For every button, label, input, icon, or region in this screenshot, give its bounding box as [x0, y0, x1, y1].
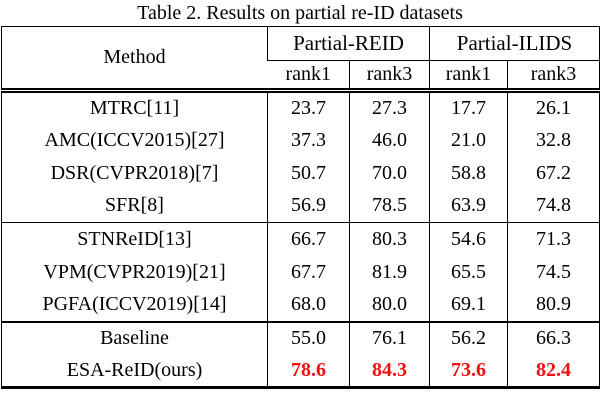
- value-cell: 17.7: [429, 90, 508, 124]
- value-cell: 80.0: [349, 288, 430, 323]
- table-row: STNReID[13] 66.7 80.3 54.6 71.3: [2, 222, 600, 256]
- value-cell: 74.8: [506, 189, 600, 223]
- method-cell: STNReID[13]: [77, 227, 192, 250]
- method-cell: MTRC[11]: [89, 96, 180, 119]
- method-column-header: Method: [1, 26, 268, 93]
- value-cell: 68.0: [267, 288, 350, 323]
- value-cell: 66.7: [267, 222, 350, 256]
- value-cell: 76.1: [349, 321, 430, 355]
- table-row-ours-highlighted: ESA-ReID(ours) 78.6 84.3 73.6 82.4: [2, 354, 600, 388]
- value-cell: 58.8: [429, 156, 508, 190]
- value-cell: 32.8: [506, 123, 600, 157]
- sub-header-row: rank1 rank3 rank1 rank3: [2, 60, 600, 93]
- value-cell: 27.3: [349, 90, 430, 124]
- table-caption: Table 2. Results on partial re-ID datase…: [137, 2, 463, 24]
- method-cell: Baseline: [100, 327, 169, 349]
- table-row: SFR[8] 56.9 78.5 63.9 74.8: [1, 189, 600, 223]
- value-cell: 65.5: [429, 255, 508, 289]
- value-cell: 54.6: [429, 222, 508, 256]
- method-cell: ESA-ReID(ours): [66, 358, 203, 381]
- method-cell: DSR(CVPR2018)[7]: [50, 161, 219, 184]
- group-header-partial-ilids: Partial-ILIDS: [428, 26, 600, 61]
- value-cell: 26.1: [506, 90, 600, 124]
- subcol-header-ilids-rank1: rank1: [429, 60, 508, 93]
- table-row: DSR(CVPR2018)[7] 50.7 70.0 58.8 67.2: [2, 156, 600, 190]
- value-cell-highlight: 73.6: [429, 354, 508, 388]
- value-cell: 70.0: [349, 156, 430, 190]
- subcol-header-ilids-rank3: rank3: [506, 60, 600, 93]
- table-row: AMC(ICCV2015)[27] 37.3 46.0 21.0 32.8: [2, 123, 600, 157]
- value-cell: 50.7: [267, 156, 350, 190]
- value-cell: 80.3: [349, 222, 430, 256]
- table-row: VPM(CVPR2019)[21] 67.7 81.9 65.5 74.5: [2, 255, 600, 289]
- table-row: Baseline 55.0 76.1 56.2 66.3: [2, 321, 600, 355]
- value-cell: 67.7: [267, 255, 350, 289]
- value-cell: 56.9: [267, 189, 350, 223]
- subcol-header-reid-rank3: rank3: [349, 60, 430, 93]
- method-cell: SFR[8]: [1, 189, 268, 223]
- group-header-partial-reid: Partial-REID: [267, 26, 430, 61]
- value-cell: 80.9: [506, 288, 600, 323]
- value-cell: 71.3: [506, 222, 600, 256]
- value-cell: 21.0: [429, 123, 508, 157]
- results-table: Method Partial-REID Partial-ILIDS rank1 …: [1, 26, 600, 389]
- method-cell: PGFA(ICCV2019)[14]: [1, 288, 268, 323]
- value-cell-highlight: 82.4: [506, 354, 600, 388]
- value-cell: 46.0: [349, 123, 430, 157]
- value-cell: 23.7: [267, 90, 350, 124]
- value-cell: 66.3: [506, 321, 600, 355]
- value-cell: 69.1: [429, 288, 508, 323]
- value-cell: 55.0: [267, 321, 350, 355]
- table-header: Method Partial-REID Partial-ILIDS rank1 …: [1, 26, 600, 93]
- method-cell: AMC(ICCV2015)[27]: [44, 128, 225, 151]
- value-cell: 56.2: [429, 321, 508, 355]
- table-row: MTRC[11] 23.7 27.3 17.7 26.1: [2, 90, 600, 124]
- value-cell-highlight: 78.6: [267, 354, 350, 388]
- value-cell: 37.3: [267, 123, 350, 157]
- value-cell: 67.2: [506, 156, 600, 190]
- value-cell: 81.9: [349, 255, 430, 289]
- value-cell: 63.9: [429, 189, 508, 223]
- value-cell: 74.5: [506, 255, 600, 289]
- value-cell-highlight: 84.3: [349, 354, 430, 388]
- subcol-header-reid-rank1: rank1: [267, 60, 350, 93]
- table-row: PGFA(ICCV2019)[14] 68.0 80.0 69.1 80.9: [1, 288, 600, 323]
- table-body: MTRC[11] 23.7 27.3 17.7 26.1 AMC(ICCV201…: [1, 90, 600, 388]
- value-cell: 78.5: [349, 189, 430, 223]
- method-cell: VPM(CVPR2019)[21]: [43, 260, 226, 283]
- group-header-row: Method Partial-REID Partial-ILIDS: [1, 26, 600, 93]
